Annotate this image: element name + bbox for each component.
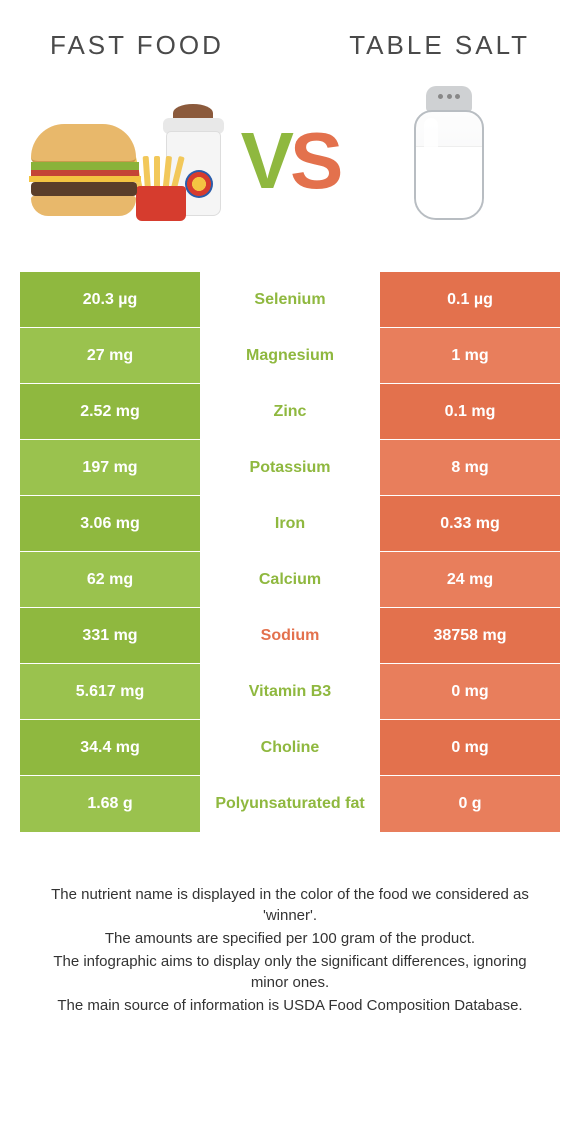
nutrient-label: Choline bbox=[200, 720, 380, 776]
nutrient-label: Zinc bbox=[200, 384, 380, 440]
salt-shaker-illustration bbox=[349, 81, 549, 241]
nutrient-label: Sodium bbox=[200, 608, 380, 664]
title-right: TABLE SALT bbox=[349, 30, 530, 61]
nutrient-label: Polyunsaturated fat bbox=[200, 776, 380, 832]
value-left: 62 mg bbox=[20, 552, 200, 608]
value-left: 2.52 mg bbox=[20, 384, 200, 440]
value-right: 0 mg bbox=[380, 664, 560, 720]
value-left: 5.617 mg bbox=[20, 664, 200, 720]
footer-line: The main source of information is USDA F… bbox=[40, 995, 540, 1016]
table-row: 331 mgSodium38758 mg bbox=[20, 608, 560, 664]
title-row: FAST FOOD TABLE SALT bbox=[0, 0, 580, 71]
table-row: 62 mgCalcium24 mg bbox=[20, 552, 560, 608]
table-row: 1.68 gPolyunsaturated fat0 g bbox=[20, 776, 560, 832]
footer-notes: The nutrient name is displayed in the co… bbox=[0, 832, 580, 1016]
table-row: 2.52 mgZinc0.1 mg bbox=[20, 384, 560, 440]
value-right: 8 mg bbox=[380, 440, 560, 496]
vs-label: VS bbox=[241, 121, 340, 201]
value-left: 1.68 g bbox=[20, 776, 200, 832]
infographic-root: FAST FOOD TABLE SALT bbox=[0, 0, 580, 1016]
value-left: 331 mg bbox=[20, 608, 200, 664]
burger-icon bbox=[31, 124, 141, 216]
table-row: 27 mgMagnesium1 mg bbox=[20, 328, 560, 384]
title-left: FAST FOOD bbox=[50, 30, 224, 61]
value-right: 0 mg bbox=[380, 720, 560, 776]
nutrient-label: Iron bbox=[200, 496, 380, 552]
value-left: 20.3 µg bbox=[20, 272, 200, 328]
value-right: 0.1 µg bbox=[380, 272, 560, 328]
nutrient-label: Vitamin B3 bbox=[200, 664, 380, 720]
nutrient-label: Calcium bbox=[200, 552, 380, 608]
footer-line: The amounts are specified per 100 gram o… bbox=[40, 928, 540, 949]
nutrient-comparison-table: 20.3 µgSelenium0.1 µg27 mgMagnesium1 mg2… bbox=[20, 271, 560, 832]
footer-line: The nutrient name is displayed in the co… bbox=[40, 884, 540, 926]
vs-v: V bbox=[241, 116, 290, 205]
table-row: 197 mgPotassium8 mg bbox=[20, 440, 560, 496]
shaker-cap-icon bbox=[426, 86, 472, 112]
nutrient-label: Potassium bbox=[200, 440, 380, 496]
value-right: 0.33 mg bbox=[380, 496, 560, 552]
value-left: 197 mg bbox=[20, 440, 200, 496]
hero-row: VS bbox=[0, 71, 580, 271]
shaker-glass-icon bbox=[414, 110, 484, 220]
table-row: 5.617 mgVitamin B30 mg bbox=[20, 664, 560, 720]
table-row: 3.06 mgIron0.33 mg bbox=[20, 496, 560, 552]
nutrient-label: Magnesium bbox=[200, 328, 380, 384]
value-right: 1 mg bbox=[380, 328, 560, 384]
value-left: 3.06 mg bbox=[20, 496, 200, 552]
vs-s: S bbox=[290, 116, 339, 205]
value-right: 0 g bbox=[380, 776, 560, 832]
nutrient-label: Selenium bbox=[200, 272, 380, 328]
value-right: 0.1 mg bbox=[380, 384, 560, 440]
table-row: 20.3 µgSelenium0.1 µg bbox=[20, 272, 560, 328]
value-left: 27 mg bbox=[20, 328, 200, 384]
table-row: 34.4 mgCholine0 mg bbox=[20, 720, 560, 776]
value-left: 34.4 mg bbox=[20, 720, 200, 776]
value-right: 24 mg bbox=[380, 552, 560, 608]
value-right: 38758 mg bbox=[380, 608, 560, 664]
footer-line: The infographic aims to display only the… bbox=[40, 951, 540, 993]
fast-food-illustration bbox=[31, 81, 231, 241]
